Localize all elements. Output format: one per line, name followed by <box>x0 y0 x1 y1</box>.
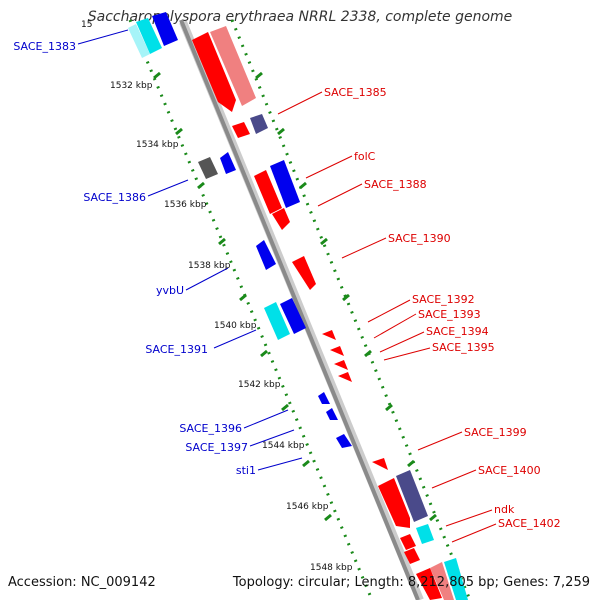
gene-sti1 <box>336 434 352 448</box>
gene-label-SACE_1400: SACE_1400 <box>478 464 541 477</box>
gene-cyan-bottom <box>444 558 468 600</box>
gene-label-SACE_1391: SACE_1391 <box>145 343 208 356</box>
ruler-label-9: 1548 kbp <box>310 563 353 573</box>
gene-label-SACE_1388: SACE_1388 <box>364 178 427 191</box>
gene-SACE_1385-main <box>192 32 236 112</box>
gene-SACE_1388 <box>272 208 290 230</box>
gene-red-small-1 <box>232 122 250 138</box>
gene-label-SACE_1397: SACE_1397 <box>185 441 248 454</box>
gene-label-sti1: sti1 <box>236 464 256 477</box>
gene-label-yvbU: yvbU <box>156 284 184 297</box>
gene-SACE_1391 <box>280 298 306 334</box>
gene-blue-dark-1400 <box>396 470 428 522</box>
ruler-label-3: 1536 kbp <box>164 200 207 210</box>
ruler-label-2: 1534 kbp <box>136 140 179 150</box>
leader-lines-reverse <box>77 29 303 471</box>
reverse-gene-features <box>128 12 352 448</box>
gene-blue-folC <box>270 160 300 208</box>
gene-SACE_1383 <box>152 12 178 46</box>
forward-gene-labels: SACE_1385 folC SACE_1388 SACE_1390 SACE_… <box>324 86 561 530</box>
gene-label-SACE_1385: SACE_1385 <box>324 86 387 99</box>
gene-label-SACE_1393: SACE_1393 <box>418 308 481 321</box>
ruler-track-right <box>230 19 472 600</box>
ruler-labels: 15 1532 kbp 1534 kbp 1536 kbp 1538 kbp 1… <box>81 20 353 573</box>
ruler-label-8: 1546 kbp <box>286 502 329 512</box>
gene-red-bottom-2 <box>430 562 454 600</box>
accession-label: Accession: NC_009142 <box>8 575 156 590</box>
gene-SACE_1399 <box>372 458 388 470</box>
gene-folC <box>254 170 282 214</box>
ruler-ticks <box>153 71 437 522</box>
gene-SACE_1394 <box>334 360 348 370</box>
gene-SACE_1402 <box>404 548 420 564</box>
gene-label-SACE_1394: SACE_1394 <box>426 325 489 338</box>
gene-SACE_1393 <box>330 346 344 356</box>
gene-label-SACE_1392: SACE_1392 <box>412 293 475 306</box>
gene-red-bottom-1 <box>416 568 442 600</box>
gene-label-ndk: ndk <box>494 503 515 516</box>
gene-SACE_1383-cyan <box>136 18 162 54</box>
gene-label-SACE_1396: SACE_1396 <box>179 422 242 435</box>
gene-SACE_1397 <box>326 408 338 420</box>
gene-SACE_1400 <box>378 478 410 528</box>
gene-SACE_1395 <box>338 372 352 382</box>
gene-label-SACE_1399: SACE_1399 <box>464 426 527 439</box>
ruler-track-left <box>128 19 374 600</box>
gene-SACE_1392 <box>322 330 336 340</box>
gene-SACE_1396 <box>318 392 330 404</box>
gene-label-SACE_1383: SACE_1383 <box>13 40 76 53</box>
gene-label-folC: folC <box>354 150 376 163</box>
ruler-label-4: 1538 kbp <box>188 261 231 271</box>
reverse-gene-labels: SACE_1383 SACE_1386 yvbU SACE_1391 SACE_… <box>13 40 256 477</box>
gene-SACE_1390 <box>292 256 316 290</box>
gene-cyan-ndk <box>416 524 434 544</box>
gene-label-SACE_1395: SACE_1395 <box>432 341 495 354</box>
ruler-label-6: 1542 kbp <box>238 380 281 390</box>
gene-label-SACE_1402: SACE_1402 <box>498 517 561 530</box>
ruler-label-0: 15 <box>81 20 92 30</box>
gene-label-SACE_1386: SACE_1386 <box>83 191 146 204</box>
gene-label-SACE_1390: SACE_1390 <box>388 232 451 245</box>
gene-SACE_1383-cyan-light <box>128 24 150 58</box>
gene-ndk <box>400 534 416 550</box>
gene-SACE_1385-light <box>210 26 256 106</box>
genome-summary-label: Topology: circular; Length: 8,212,805 bp… <box>232 575 590 590</box>
ruler-label-5: 1540 kbp <box>214 321 257 331</box>
gene-grey-1386 <box>198 157 218 179</box>
forward-gene-features <box>192 26 468 600</box>
map-title: Saccharopolyspora erythraea NRRL 2338, c… <box>87 9 513 25</box>
leader-lines-forward <box>277 91 497 543</box>
backbone <box>179 19 420 600</box>
gene-yvbU <box>256 240 276 270</box>
gene-blue-dark-1 <box>250 114 268 134</box>
gene-SACE_1391-cyan <box>264 302 290 340</box>
gene-SACE_1386 <box>220 152 236 174</box>
ruler-label-7: 1544 kbp <box>262 441 305 451</box>
ruler-label-1: 1532 kbp <box>110 81 153 91</box>
